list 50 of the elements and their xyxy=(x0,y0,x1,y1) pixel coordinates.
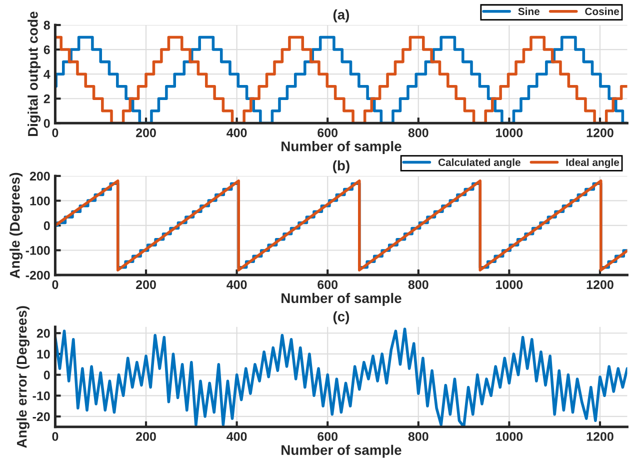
x-tick-label: 600 xyxy=(318,280,338,290)
y-tick-label: 0 xyxy=(44,370,50,380)
x-axis-title: Number of sample xyxy=(282,141,402,154)
y-tick-label: 8 xyxy=(44,20,50,30)
y-tick-label: 100 xyxy=(30,196,50,206)
x-tick-label: 0 xyxy=(52,432,58,441)
x-tick-label: 1200 xyxy=(586,280,614,290)
x-tick-label: 200 xyxy=(136,280,156,290)
chart-title: (a) xyxy=(333,9,350,22)
x-tick-label: 200 xyxy=(136,432,156,441)
y-tick-label: 2 xyxy=(44,94,50,104)
x-tick-label: 600 xyxy=(318,128,338,138)
x-tick-label: 0 xyxy=(52,280,58,290)
line-series xyxy=(55,328,628,427)
x-tick-label: 400 xyxy=(226,280,247,290)
x-tick-label: 800 xyxy=(408,128,428,138)
legend-label: Calculated angle xyxy=(438,158,520,168)
legend-label: Cosine xyxy=(585,7,620,16)
legend-label: Sine xyxy=(518,7,540,16)
x-axis-title: Number of sample xyxy=(282,292,402,306)
x-tick-label: 400 xyxy=(226,128,247,138)
y-tick-label: -10 xyxy=(32,391,50,400)
x-tick-label: 0 xyxy=(52,128,58,138)
y-tick-label: 200 xyxy=(30,172,50,181)
chart-title: (c) xyxy=(333,311,350,324)
x-tick-label: 1000 xyxy=(496,280,523,290)
x-tick-label: 1000 xyxy=(496,128,523,138)
x-tick-label: 1200 xyxy=(586,432,614,441)
x-tick-label: 1000 xyxy=(496,432,523,441)
y-axis-title: Angle error (Degrees) xyxy=(16,306,30,448)
y-tick-label: -20 xyxy=(32,412,50,422)
y-tick-label: 6 xyxy=(44,45,50,54)
y-tick-label: 4 xyxy=(44,70,50,79)
y-tick-label: 0 xyxy=(44,118,50,128)
x-tick-label: 800 xyxy=(408,280,428,290)
y-tick-label: 20 xyxy=(36,328,50,338)
x-axis-title: Number of sample xyxy=(282,444,402,458)
x-tick-label: 1200 xyxy=(586,128,614,138)
y-tick-label: -100 xyxy=(26,246,50,255)
y-tick-label: -200 xyxy=(26,270,50,280)
y-tick-label: 10 xyxy=(37,350,50,359)
legend-label: Ideal angle xyxy=(566,158,620,168)
y-tick-label: 0 xyxy=(44,221,50,230)
x-tick-label: 400 xyxy=(226,432,247,441)
x-tick-label: 800 xyxy=(408,432,428,441)
x-tick-label: 600 xyxy=(318,432,338,441)
y-axis-title: Angle (Degrees) xyxy=(10,172,23,278)
y-axis-title: Digital output code xyxy=(28,12,41,136)
chart-title: (b) xyxy=(333,160,350,174)
x-tick-label: 200 xyxy=(136,128,156,138)
